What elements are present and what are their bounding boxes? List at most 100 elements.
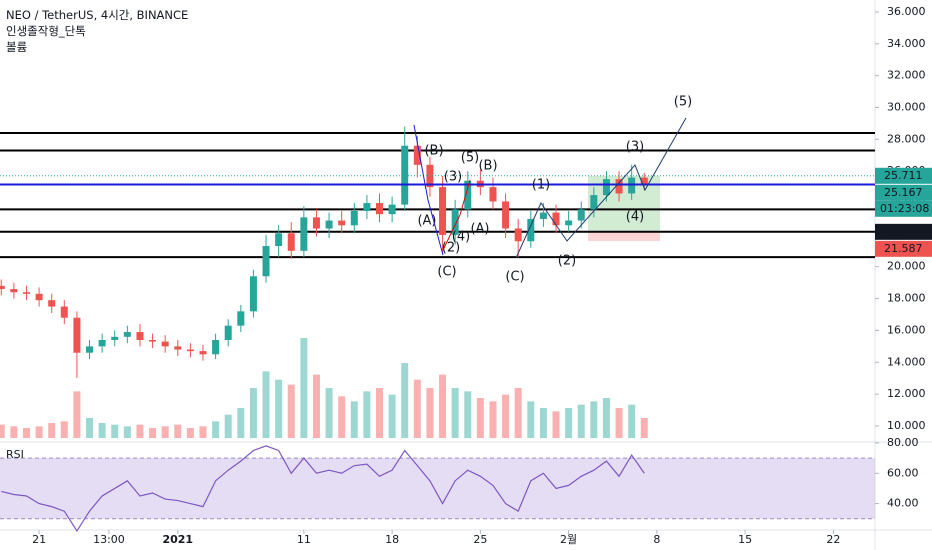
volume-bar: [10, 426, 18, 438]
volume-bar: [476, 398, 484, 438]
candle-body: [577, 209, 585, 221]
volume-bar: [237, 408, 245, 438]
price-label-box: [875, 240, 932, 257]
candle-body: [539, 212, 547, 219]
volume-bar: [628, 404, 636, 438]
wave-label: (B): [478, 159, 497, 174]
volume-bar: [161, 426, 169, 438]
volume-bar: [35, 426, 43, 438]
wave-label: (A): [417, 214, 436, 229]
time-tick-label: 15: [738, 533, 752, 546]
wave-label: (1): [532, 178, 550, 193]
wave-label: (4): [452, 230, 470, 245]
volume-bar: [489, 401, 497, 438]
time-tick-label: 25: [473, 533, 487, 546]
candle-body: [249, 276, 257, 312]
candle-body: [451, 209, 459, 235]
volume-bar: [464, 391, 472, 438]
price-tick-label: 12.000: [887, 387, 926, 400]
candle-body: [514, 228, 522, 242]
volume-bar: [199, 426, 207, 438]
time-tick-label: 21: [32, 533, 46, 546]
time-tick-label: 8: [653, 533, 660, 546]
volume-bar: [552, 411, 560, 438]
candle-body: [212, 339, 220, 355]
volume-bar: [539, 408, 547, 438]
volume-bar: [514, 388, 522, 438]
candle-body: [123, 332, 131, 337]
price-label-box: [875, 167, 932, 184]
price-tick-label: 28.000: [887, 132, 926, 145]
candle-body: [439, 187, 447, 235]
volume-bar: [363, 391, 371, 438]
candle-body: [186, 349, 194, 352]
candle-body: [602, 179, 610, 196]
price-tick-label: 16.000: [887, 323, 926, 336]
volume-bar: [86, 418, 94, 438]
candle-body: [628, 177, 636, 194]
volume-bar: [174, 424, 182, 438]
countdown: 01:23:08: [880, 202, 929, 215]
price-label: 21.587: [884, 242, 923, 255]
candle-body: [527, 218, 535, 242]
candle-body: [464, 180, 472, 210]
candle-body: [287, 233, 295, 251]
price-tick-label: 14.000: [887, 355, 926, 368]
volume-bar: [325, 388, 333, 438]
wave-label: (C): [505, 270, 524, 285]
volume-bar: [376, 388, 384, 438]
rsi-label[interactable]: RSI: [6, 448, 24, 461]
volume-bar: [111, 424, 119, 438]
price-label: 25.167: [884, 186, 923, 199]
volume-bar: [502, 394, 510, 438]
candle-body: [262, 246, 270, 277]
candle-body: [111, 336, 119, 340]
candle-body: [22, 292, 30, 294]
plot: 10.00012.00014.00016.00018.00020.00022.0…: [0, 5, 932, 546]
indicator-name[interactable]: 인생졸작형_단톡: [6, 24, 86, 38]
price-tick-label: 18.000: [887, 292, 926, 305]
wave-label: (B): [424, 144, 443, 159]
time-tick-label: 2021: [162, 533, 193, 546]
price-tick-label: 32.000: [887, 69, 926, 82]
candle-body: [35, 293, 43, 301]
volume-bar: [262, 371, 270, 438]
symbol-title[interactable]: NEO / TetherUS, 4시간, BINANCE: [6, 8, 188, 22]
candle-body: [489, 187, 497, 202]
volume-bar: [527, 401, 535, 438]
wave-label: (2): [442, 241, 460, 256]
loss-zone: [588, 232, 660, 241]
price-tick-label: 20.000: [887, 260, 926, 273]
volume-bar: [565, 408, 573, 438]
volume-bar: [0, 424, 5, 438]
volume-bar: [149, 428, 157, 438]
volume-bar: [300, 338, 308, 438]
volume-bar: [312, 374, 320, 438]
volume-bar: [350, 401, 358, 438]
price-tick-label: 30.000: [887, 100, 926, 113]
candle-body: [615, 179, 623, 194]
wave-label: (A): [470, 222, 489, 237]
time-tick-label: 2월: [560, 533, 577, 546]
volume-bar: [249, 388, 257, 438]
countdown-box: [875, 200, 932, 217]
volume-bar: [73, 391, 81, 438]
candle-body: [388, 204, 396, 215]
candle-body: [640, 177, 648, 185]
candle-body: [275, 233, 283, 247]
wave-label: (3): [444, 170, 462, 185]
volume-bar: [451, 388, 459, 438]
volume-bar: [388, 394, 396, 438]
candle-body: [338, 220, 346, 226]
volume-bar: [22, 428, 30, 438]
candle-body: [325, 220, 333, 229]
volume-bar: [401, 363, 409, 438]
volume-bar: [615, 408, 623, 438]
wave-line: [413, 124, 444, 256]
wave-line: [442, 179, 471, 251]
candle-body: [10, 289, 18, 293]
volume-name[interactable]: 볼륨: [6, 40, 27, 54]
volume-bar: [338, 396, 346, 438]
volume-bar: [48, 423, 56, 438]
